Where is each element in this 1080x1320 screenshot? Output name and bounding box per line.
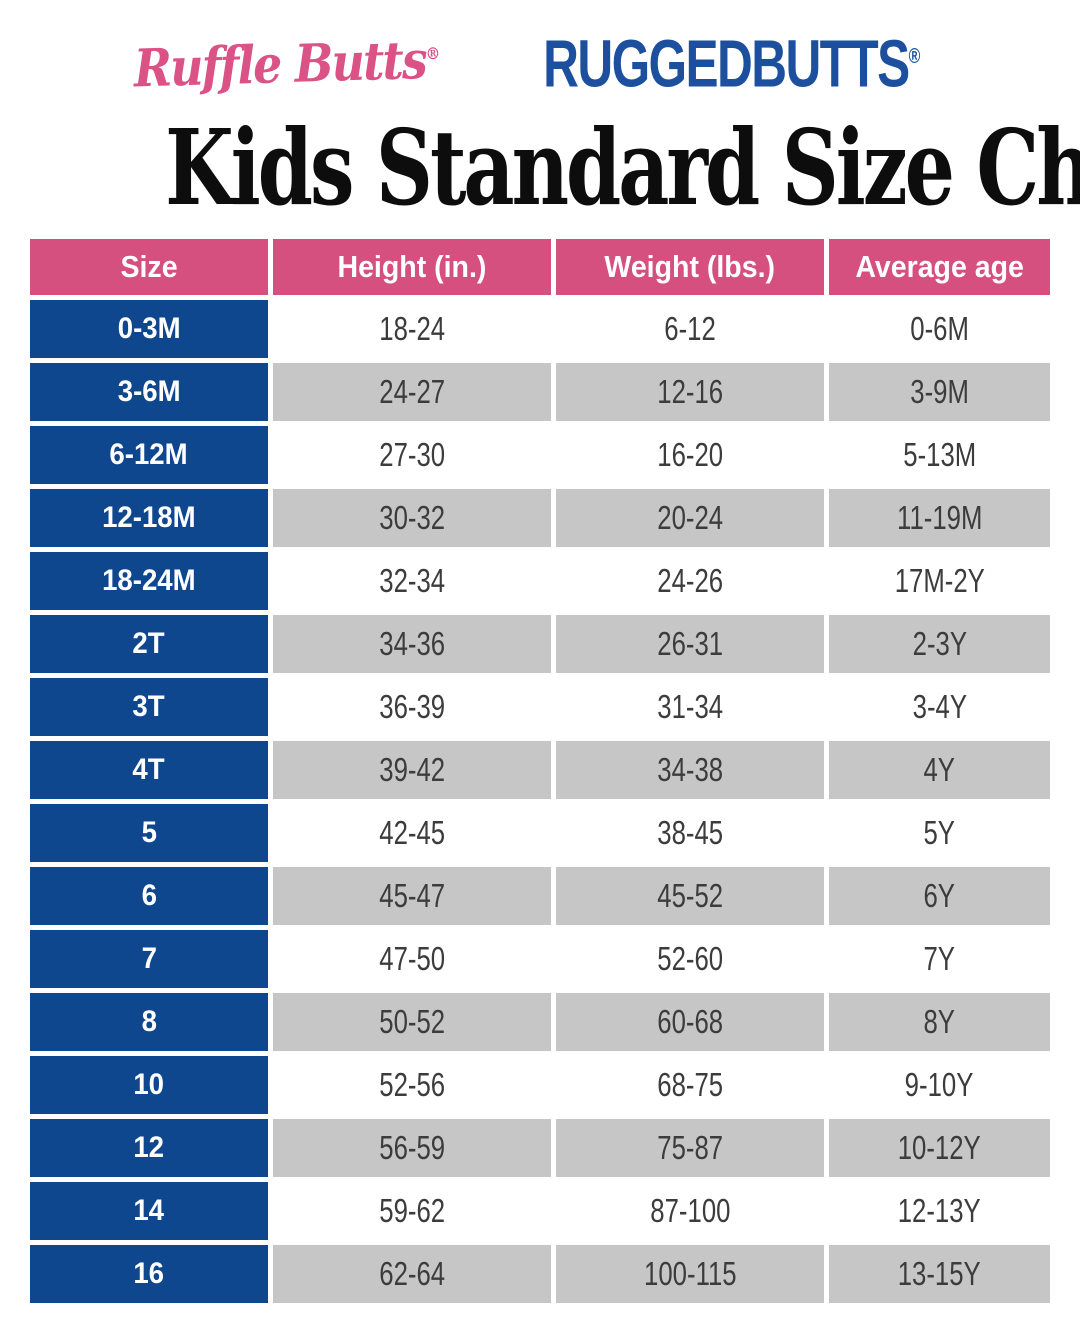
age-cell: 13-15Y bbox=[829, 1245, 1050, 1303]
weight-cell: 24-26 bbox=[556, 552, 824, 610]
weight-cell: 20-24 bbox=[556, 489, 824, 547]
size-cell: 3-6M bbox=[30, 363, 268, 421]
size-cell: 7 bbox=[30, 930, 268, 988]
age-cell: 8Y bbox=[829, 993, 1050, 1051]
table-row: 10 52-56 68-75 9-10Y bbox=[30, 1056, 1050, 1114]
size-cell: 18-24M bbox=[30, 552, 268, 610]
height-cell: 56-59 bbox=[273, 1119, 551, 1177]
table-row: 14 59-62 87-100 12-13Y bbox=[30, 1182, 1050, 1240]
weight-cell: 45-52 bbox=[556, 867, 824, 925]
size-cell: 12-18M bbox=[30, 489, 268, 547]
page-title: Kids Standard Size Chart bbox=[165, 106, 1080, 229]
header-height: Height (in.) bbox=[273, 239, 551, 295]
height-cell: 42-45 bbox=[273, 804, 551, 862]
height-cell: 18-24 bbox=[273, 300, 551, 358]
height-cell: 59-62 bbox=[273, 1182, 551, 1240]
height-cell: 39-42 bbox=[273, 741, 551, 799]
header-size: Size bbox=[30, 239, 268, 295]
table-row: 16 62-64 100-115 13-15Y bbox=[30, 1245, 1050, 1303]
age-cell: 10-12Y bbox=[829, 1119, 1050, 1177]
size-cell: 6 bbox=[30, 867, 268, 925]
weight-cell: 75-87 bbox=[556, 1119, 824, 1177]
age-cell: 3-4Y bbox=[829, 678, 1050, 736]
weight-cell: 38-45 bbox=[556, 804, 824, 862]
table-row: 12-18M 30-32 20-24 11-19M bbox=[30, 489, 1050, 547]
brand-logos: Ruffle Butts® RUGGEDBUTTS® bbox=[0, 24, 1080, 106]
title-container: Kids Standard Size Chart bbox=[0, 116, 1080, 220]
size-cell: 10 bbox=[30, 1056, 268, 1114]
size-cell: 8 bbox=[30, 993, 268, 1051]
table-header: Size Height (in.) Weight (lbs.) Average … bbox=[30, 239, 1050, 295]
age-cell: 11-19M bbox=[829, 489, 1050, 547]
height-cell: 30-32 bbox=[273, 489, 551, 547]
table-row: 0-3M 18-24 6-12 0-6M bbox=[30, 300, 1050, 358]
table-row: 7 47-50 52-60 7Y bbox=[30, 930, 1050, 988]
age-cell: 4Y bbox=[829, 741, 1050, 799]
size-cell: 6-12M bbox=[30, 426, 268, 484]
weight-cell: 12-16 bbox=[556, 363, 824, 421]
rufflebutts-logo-text: Ruffle Butts bbox=[133, 29, 427, 100]
weight-cell: 26-31 bbox=[556, 615, 824, 673]
size-cell: 4T bbox=[30, 741, 268, 799]
height-cell: 32-34 bbox=[273, 552, 551, 610]
rufflebutts-logo: Ruffle Butts® bbox=[133, 30, 441, 100]
weight-cell: 60-68 bbox=[556, 993, 824, 1051]
header-average-age: Average age bbox=[829, 239, 1050, 295]
age-cell: 6Y bbox=[829, 867, 1050, 925]
weight-cell: 16-20 bbox=[556, 426, 824, 484]
size-cell: 3T bbox=[30, 678, 268, 736]
weight-cell: 52-60 bbox=[556, 930, 824, 988]
table-row: 3T 36-39 31-34 3-4Y bbox=[30, 678, 1050, 736]
size-cell: 14 bbox=[30, 1182, 268, 1240]
age-cell: 2-3Y bbox=[829, 615, 1050, 673]
table-row: 5 42-45 38-45 5Y bbox=[30, 804, 1050, 862]
weight-cell: 100-115 bbox=[556, 1245, 824, 1303]
age-cell: 9-10Y bbox=[829, 1056, 1050, 1114]
height-cell: 45-47 bbox=[273, 867, 551, 925]
table-row: 3-6M 24-27 12-16 3-9M bbox=[30, 363, 1050, 421]
weight-cell: 34-38 bbox=[556, 741, 824, 799]
size-cell: 12 bbox=[30, 1119, 268, 1177]
table-row: 18-24M 32-34 24-26 17M-2Y bbox=[30, 552, 1050, 610]
weight-cell: 87-100 bbox=[556, 1182, 824, 1240]
table-row: 4T 39-42 34-38 4Y bbox=[30, 741, 1050, 799]
age-cell: 5-13M bbox=[829, 426, 1050, 484]
table-row: 2T 34-36 26-31 2-3Y bbox=[30, 615, 1050, 673]
size-cell: 16 bbox=[30, 1245, 268, 1303]
header-row: Size Height (in.) Weight (lbs.) Average … bbox=[30, 239, 1050, 295]
height-cell: 52-56 bbox=[273, 1056, 551, 1114]
age-cell: 0-6M bbox=[829, 300, 1050, 358]
table-row: 6-12M 27-30 16-20 5-13M bbox=[30, 426, 1050, 484]
height-cell: 36-39 bbox=[273, 678, 551, 736]
registered-trademark-icon: ® bbox=[908, 44, 920, 69]
height-cell: 27-30 bbox=[273, 426, 551, 484]
age-cell: 7Y bbox=[829, 930, 1050, 988]
weight-cell: 6-12 bbox=[556, 300, 824, 358]
height-cell: 24-27 bbox=[273, 363, 551, 421]
kids-size-chart-table: Size Height (in.) Weight (lbs.) Average … bbox=[25, 234, 1055, 1308]
table-row: 8 50-52 60-68 8Y bbox=[30, 993, 1050, 1051]
height-cell: 50-52 bbox=[273, 993, 551, 1051]
weight-cell: 31-34 bbox=[556, 678, 824, 736]
age-cell: 17M-2Y bbox=[829, 552, 1050, 610]
size-cell: 2T bbox=[30, 615, 268, 673]
ruggedbutts-logo: RUGGEDBUTTS® bbox=[543, 31, 920, 99]
age-cell: 3-9M bbox=[829, 363, 1050, 421]
size-cell: 5 bbox=[30, 804, 268, 862]
height-cell: 47-50 bbox=[273, 930, 551, 988]
size-cell: 0-3M bbox=[30, 300, 268, 358]
weight-cell: 68-75 bbox=[556, 1056, 824, 1114]
height-cell: 62-64 bbox=[273, 1245, 551, 1303]
table-row: 6 45-47 45-52 6Y bbox=[30, 867, 1050, 925]
ruggedbutts-logo-text: RUGGEDBUTTS bbox=[542, 27, 910, 102]
age-cell: 12-13Y bbox=[829, 1182, 1050, 1240]
table-row: 12 56-59 75-87 10-12Y bbox=[30, 1119, 1050, 1177]
header-weight: Weight (lbs.) bbox=[556, 239, 824, 295]
size-table-body: 0-3M 18-24 6-12 0-6M 3-6M 24-27 12-16 3-9M 6-12M… bbox=[30, 300, 1050, 1303]
age-cell: 5Y bbox=[829, 804, 1050, 862]
registered-trademark-icon: ® bbox=[425, 43, 441, 64]
height-cell: 34-36 bbox=[273, 615, 551, 673]
